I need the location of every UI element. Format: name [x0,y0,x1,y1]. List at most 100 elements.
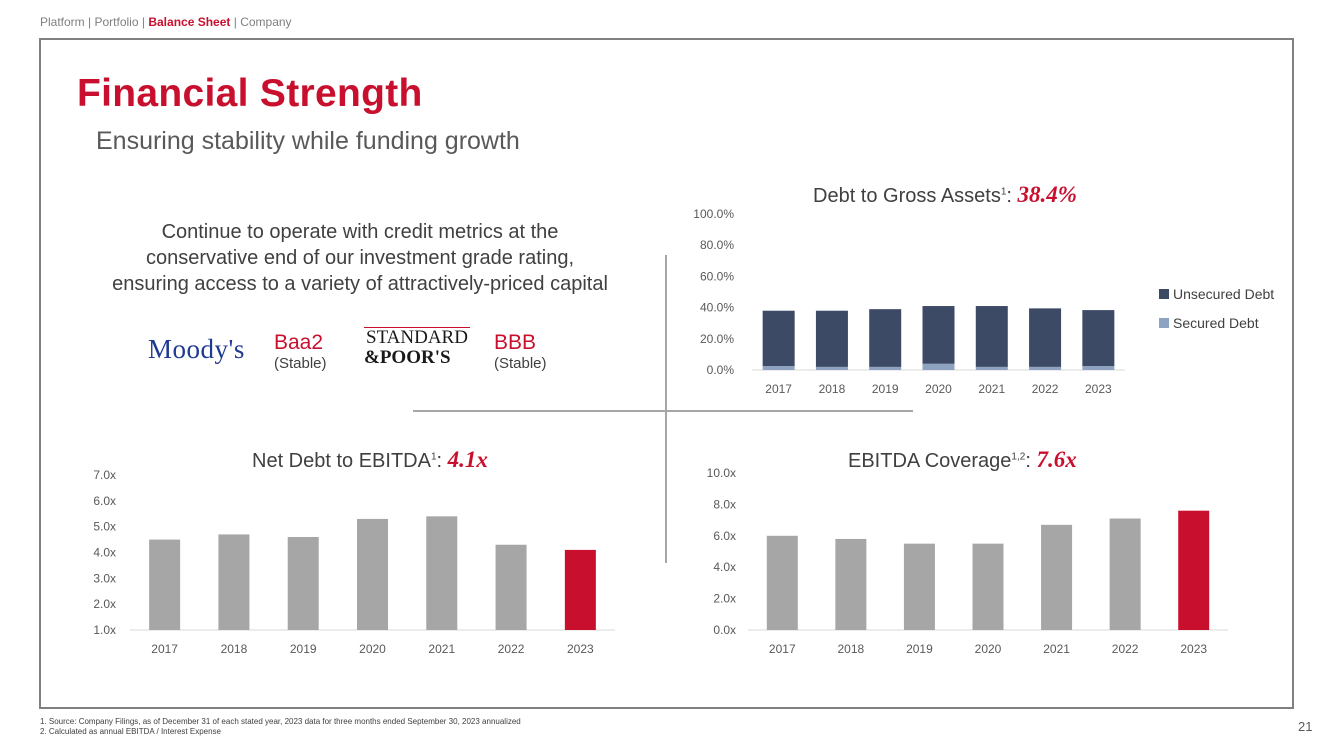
x-tick-label: 2017 [765,382,792,396]
y-tick-label: 4.0x [93,546,116,560]
x-tick-label: 2021 [1043,642,1070,656]
nav-company[interactable]: Company [240,15,292,29]
intro-line: conservative end of our investment grade… [145,247,575,269]
intro-line: ensuring access to a variety of attracti… [112,273,608,295]
y-tick-label: 2.0x [713,592,736,606]
y-tick-label: 0.0% [707,363,735,377]
footnote-2: 2. Calculated as annual EBITDA / Interes… [40,727,221,736]
legend-swatch-secured [1159,317,1169,328]
x-tick-label: 2023 [567,642,594,656]
nav-balance-sheet[interactable]: Balance Sheet [148,15,231,29]
bar [287,537,319,630]
footnote-1: 1. Source: Company Filings, as of Decemb… [40,717,521,726]
unsecured-debt-bar [815,310,848,367]
highlighted-bar [564,549,596,630]
bar [426,516,458,630]
footnote-ref: 1 [1000,186,1007,198]
sp-logo: STANDARD &POOR'S [364,327,470,368]
ebitda-coverage-title: EBITDA Coverage1,2: 7.6x [848,447,1077,472]
y-tick-label: 4.0x [713,560,736,574]
y-tick-label: 3.0x [93,571,116,585]
debt-to-gross-assets-title: Debt to Gross Assets1: 38.4% [813,182,1077,207]
bar [972,543,1004,630]
secured-debt-bar [1082,366,1115,370]
y-tick-label: 7.0x [93,468,116,482]
x-tick-label: 2022 [498,642,525,656]
headline-value: 7.6x [1036,447,1077,472]
y-tick-label: 60.0% [700,269,734,283]
y-tick-label: 6.0x [713,529,736,543]
y-tick-label: 5.0x [93,520,116,534]
unsecured-debt-bar [1082,310,1115,367]
bar [766,535,798,630]
breadcrumb: Platform | Portfolio | Balance Sheet | C… [40,15,292,29]
unsecured-debt-bar [922,306,955,364]
x-tick-label: 2017 [151,642,178,656]
moodys-logo: Moody's [148,334,245,364]
secured-debt-bar [922,363,955,370]
page-subtitle: Ensuring stability while funding growth [96,127,520,155]
x-tick-label: 2020 [359,642,386,656]
y-tick-label: 20.0% [700,332,734,346]
moodys-outlook: (Stable) [274,355,327,372]
horizontal-divider [413,410,913,412]
legend-label: Unsecured Debt [1173,285,1275,302]
vertical-divider [665,255,667,563]
x-tick-label: 2022 [1032,382,1059,396]
page-number: 21 [1298,719,1313,734]
intro-text: Continue to operate with credit metrics … [70,219,650,297]
nav-separator: | [233,15,237,29]
intro-line: Continue to operate with credit metrics … [161,221,559,243]
nav-portfolio[interactable]: Portfolio [94,15,139,29]
bar [357,518,388,630]
x-tick-label: 2020 [925,382,952,396]
headline-value: 4.1x [447,447,488,472]
x-tick-label: 2018 [221,642,248,656]
unsecured-debt-bar [1029,308,1062,367]
highlighted-bar [1178,510,1210,630]
y-tick-label: 10.0x [707,466,736,480]
bar [1109,518,1141,630]
x-tick-label: 2019 [872,382,899,396]
x-tick-label: 2023 [1180,642,1207,656]
page-title: Financial Strength [77,72,423,115]
footnote-ref: 1 [430,451,437,463]
y-tick-label: 0.0x [713,623,736,637]
y-tick-label: 100.0% [693,207,734,221]
chart-title-text: Debt to Gross Assets [813,185,1001,207]
moodys-rating-value: Baa2 [274,331,324,354]
secured-debt-bar [815,366,848,370]
bar [495,544,527,630]
legend-item-unsecured: Unsecured Debt [1159,279,1274,308]
secured-debt-bar [869,366,902,370]
legend-label: Secured Debt [1173,314,1259,331]
x-tick-label: 2023 [1085,382,1112,396]
chart-title-text: Net Debt to EBITDA [252,450,431,472]
sp-logo-line2: &POOR'S [364,347,451,368]
y-tick-label: 6.0x [93,494,116,508]
x-tick-label: 2018 [819,382,846,396]
nav-platform[interactable]: Platform [40,15,85,29]
unsecured-debt-bar [975,306,1008,367]
chart-legend: Unsecured Debt Secured Debt [1159,279,1274,337]
net-debt-to-ebitda-title: Net Debt to EBITDA1: 4.1x [252,447,488,472]
y-tick-label: 80.0% [700,238,734,252]
x-tick-label: 2020 [975,642,1002,656]
x-tick-label: 2019 [290,642,317,656]
x-tick-label: 2019 [906,642,933,656]
secured-debt-bar [1029,366,1062,370]
secured-debt-bar [975,366,1008,370]
net-debt-to-ebitda-chart: 1.0x 2.0x 3.0x 4.0x 5.0x 6.0x 7.0x 2017 2018 2019… [93,468,615,656]
unsecured-debt-bar [869,309,902,367]
bar [149,539,181,630]
footnote-ref: 1,2 [1011,451,1026,463]
y-tick-label: 1.0x [93,623,116,637]
legend-item-secured: Secured Debt [1159,308,1274,337]
headline-value: 38.4% [1017,182,1077,207]
sp-outlook: (Stable) [494,355,547,372]
sp-logo-line1: STANDARD [364,327,470,348]
x-tick-label: 2017 [769,642,796,656]
bar [903,543,935,630]
content-frame [39,38,1294,709]
legend-swatch-unsecured [1159,288,1169,299]
